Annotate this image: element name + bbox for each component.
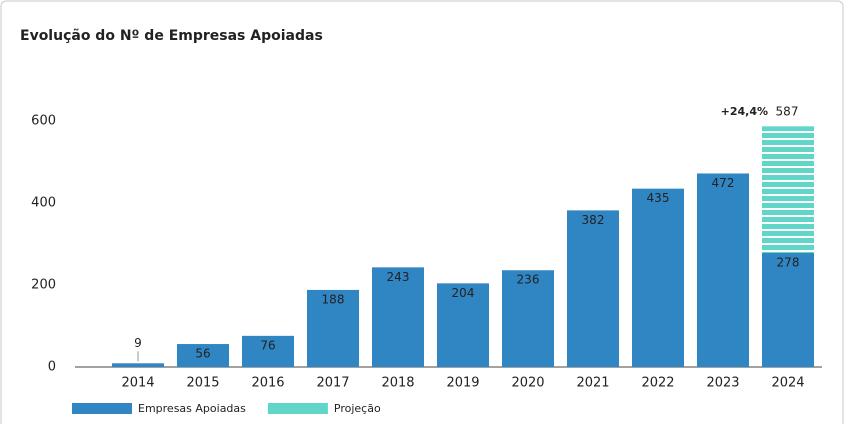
data-label: 243 bbox=[387, 270, 410, 284]
legend-swatch bbox=[72, 403, 132, 414]
bar bbox=[372, 267, 424, 367]
bar bbox=[762, 253, 814, 367]
bar bbox=[242, 335, 294, 367]
data-label: 435 bbox=[647, 191, 670, 205]
y-tick-label: 400 bbox=[31, 196, 56, 211]
data-label: 278 bbox=[777, 256, 800, 270]
legend-label: Empresas Apoiadas bbox=[138, 402, 246, 415]
data-label: 204 bbox=[452, 286, 475, 300]
x-tick-label: 2019 bbox=[446, 376, 479, 391]
annotation: +24,4% bbox=[721, 105, 768, 118]
bar bbox=[437, 283, 489, 367]
bar bbox=[567, 210, 619, 367]
bar bbox=[112, 363, 164, 367]
x-tick-label: 2021 bbox=[576, 376, 609, 391]
chart-title: Evolução do Nº de Empresas Apoiadas bbox=[20, 28, 323, 44]
data-label: 472 bbox=[712, 176, 735, 190]
x-tick-label: 2022 bbox=[641, 376, 674, 391]
bar bbox=[697, 173, 749, 367]
x-tick-label: 2016 bbox=[251, 376, 284, 391]
data-label: 76 bbox=[260, 338, 275, 352]
y-tick-label: 600 bbox=[31, 114, 56, 129]
x-tick-label: 2024 bbox=[771, 376, 804, 391]
x-tick-label: 2018 bbox=[381, 376, 414, 391]
bar bbox=[177, 344, 229, 367]
data-label: 382 bbox=[582, 213, 605, 227]
data-label: 188 bbox=[322, 292, 345, 306]
y-tick-label: 200 bbox=[31, 278, 56, 293]
data-label: 236 bbox=[517, 273, 540, 287]
bar bbox=[307, 289, 359, 367]
bar bbox=[762, 126, 814, 254]
data-label: 56 bbox=[195, 347, 210, 361]
x-tick-label: 2015 bbox=[186, 376, 219, 391]
annotation: 587 bbox=[776, 105, 799, 119]
legend-label: Projeção bbox=[334, 402, 381, 415]
x-tick-label: 2020 bbox=[511, 376, 544, 391]
bar bbox=[502, 270, 554, 367]
data-label: 9 bbox=[134, 336, 142, 350]
legend-swatch bbox=[267, 403, 328, 414]
x-tick-label: 2014 bbox=[121, 376, 154, 391]
x-tick-label: 2023 bbox=[706, 376, 739, 391]
x-tick-label: 2017 bbox=[316, 376, 349, 391]
bar bbox=[632, 188, 684, 367]
y-tick-label: 0 bbox=[48, 360, 56, 375]
